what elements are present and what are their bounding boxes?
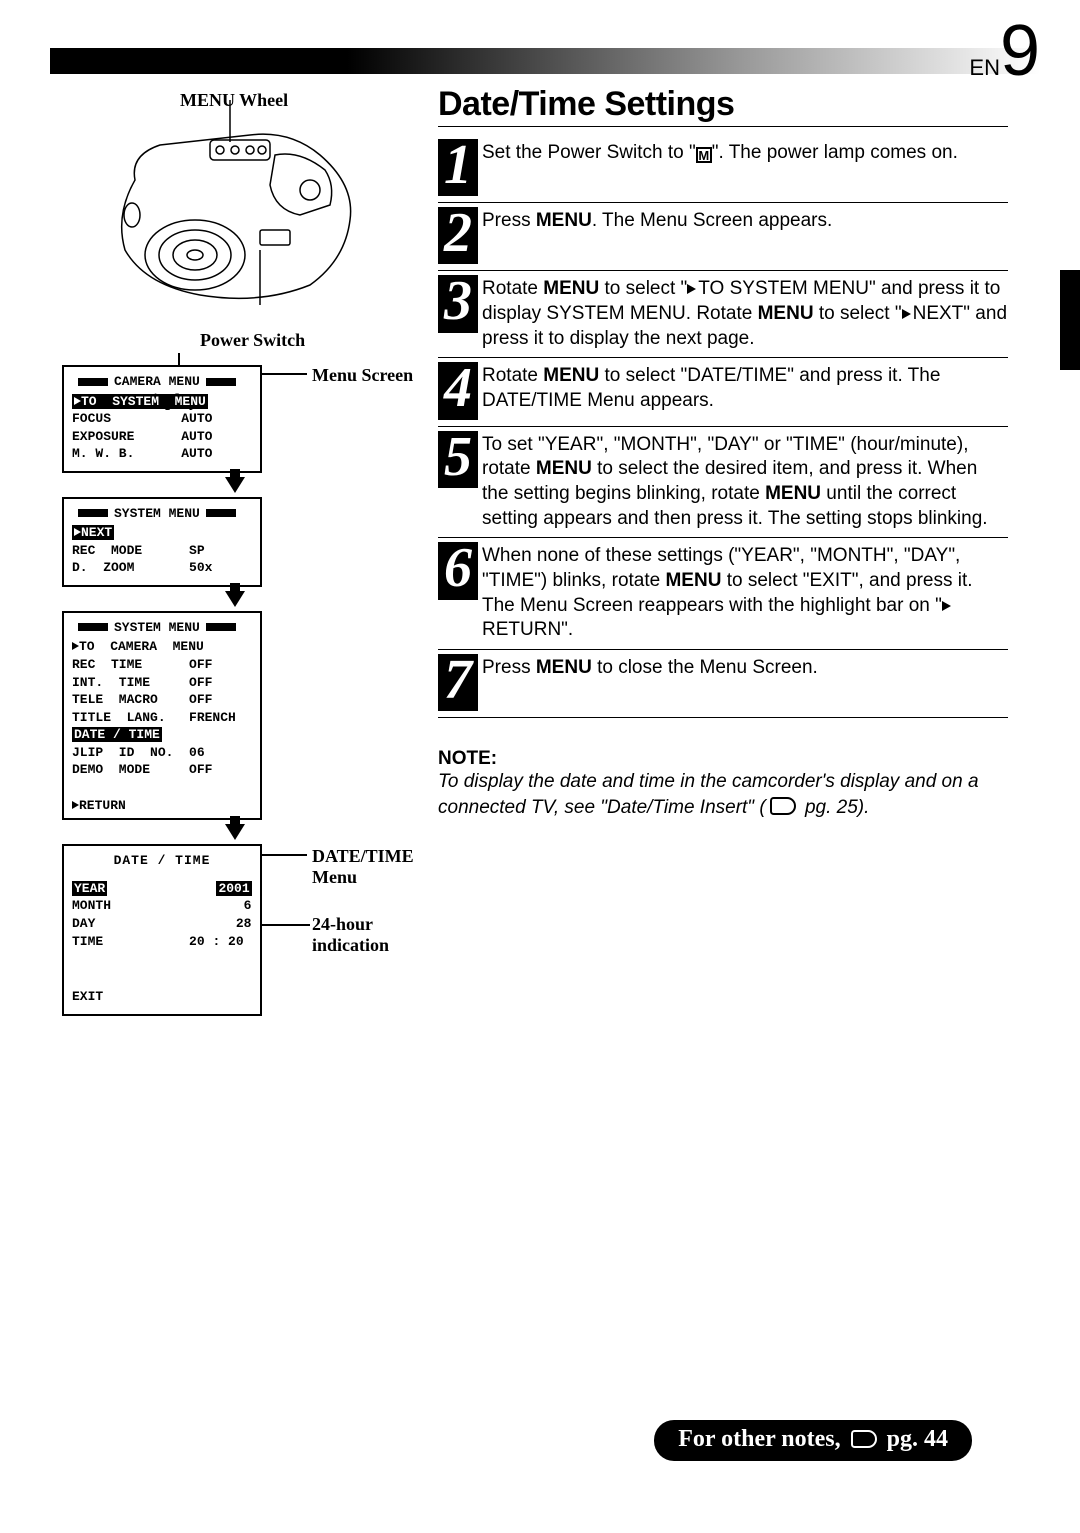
callout-24hour: 24-hour indication bbox=[312, 914, 422, 956]
menu-row: TIME 20 : 20 bbox=[72, 933, 252, 951]
step-number: 1 bbox=[438, 139, 478, 196]
section-title: Date/Time Settings bbox=[438, 85, 1008, 127]
menu-row: REC TIME OFF bbox=[72, 656, 252, 674]
menu-row-hl: NEXT bbox=[72, 524, 252, 542]
step-number: 4 bbox=[438, 362, 478, 419]
header-gradient-bar bbox=[50, 48, 1040, 74]
menu-title-system2: SYSTEM MENU bbox=[72, 619, 242, 637]
menu-box-camera: CAMERA MENU TO SYSTEM MENU FOCUS AUTO EX… bbox=[62, 365, 262, 473]
step-number: 6 bbox=[438, 542, 478, 599]
menu-row: M. W. B. AUTO bbox=[72, 445, 252, 463]
menu-row: INT. TIME OFF bbox=[72, 674, 252, 692]
menu-row: REC MODE SP bbox=[72, 542, 252, 560]
step: 1Set the Power Switch to "M". The power … bbox=[438, 135, 1008, 203]
menu-row: MONTH 6 bbox=[72, 897, 252, 915]
step-text: Rotate MENU to select "TO SYSTEM MENU" a… bbox=[482, 275, 1008, 351]
footer-pill: For other notes, pg. 44 bbox=[654, 1420, 972, 1461]
menu-row: TELE MACRO OFF bbox=[72, 691, 252, 709]
arrow-down-icon bbox=[225, 591, 245, 607]
menu-row: DEMO MODE OFF bbox=[72, 761, 252, 779]
menu-row-hl: TO SYSTEM MENU bbox=[72, 393, 252, 411]
menu-row-return: RETURN bbox=[72, 797, 252, 815]
menu-box-system2: SYSTEM MENU TO CAMERA MENU REC TIME OFF … bbox=[62, 611, 262, 820]
menu-row-hl: DATE / TIME bbox=[72, 726, 252, 744]
step-text: When none of these settings ("YEAR", "MO… bbox=[482, 542, 1008, 643]
step: 7Press MENU to close the Menu Screen. bbox=[438, 650, 1008, 718]
step-text: Press MENU to close the Menu Screen. bbox=[482, 654, 1008, 681]
step-number: 7 bbox=[438, 654, 478, 711]
menu-row-exit: EXIT bbox=[72, 988, 252, 1006]
menu-row: JLIP ID NO. 06 bbox=[72, 744, 252, 762]
menu-row: FOCUS AUTO bbox=[72, 410, 252, 428]
callout-power-switch: Power Switch bbox=[200, 330, 305, 351]
menu-row: DAY 28 bbox=[72, 915, 252, 933]
note-body: To display the date and time in the camc… bbox=[438, 770, 1008, 820]
step: 2Press MENU. The Menu Screen appears. bbox=[438, 203, 1008, 271]
arrow-down-icon bbox=[225, 824, 245, 840]
step-text: Rotate MENU to select "DATE/TIME" and pr… bbox=[482, 362, 1008, 413]
step-number: 2 bbox=[438, 207, 478, 264]
step-number: 5 bbox=[438, 431, 478, 488]
step: 5To set "YEAR", "MONTH", "DAY" or "TIME"… bbox=[438, 427, 1008, 539]
menu-title-system1: SYSTEM MENU bbox=[72, 505, 242, 523]
page-ref-icon bbox=[851, 1430, 877, 1448]
step-text: Set the Power Switch to "M". The power l… bbox=[482, 139, 1008, 166]
right-column: Date/Time Settings 1Set the Power Switch… bbox=[438, 85, 1008, 821]
camera-illustration bbox=[100, 100, 370, 310]
side-tab bbox=[1060, 270, 1080, 370]
steps-list: 1Set the Power Switch to "M". The power … bbox=[438, 135, 1008, 718]
menu-row: TO CAMERA MENU bbox=[72, 638, 252, 656]
menu-box-system1: SYSTEM MENU NEXT REC MODE SP D. ZOOM 50x bbox=[62, 497, 262, 587]
step-number: 3 bbox=[438, 275, 478, 332]
menu-row-hl: YEAR 2001 bbox=[72, 880, 252, 898]
left-column: MENU Wheel bbox=[50, 90, 420, 1016]
menu-title-camera: CAMERA MENU bbox=[72, 373, 242, 391]
callout-datetime-menu: DATE/TIME Menu bbox=[312, 846, 452, 888]
page-num-big: 9 bbox=[1000, 11, 1040, 91]
page-number: EN9 bbox=[969, 30, 1040, 81]
step: 4Rotate MENU to select "DATE/TIME" and p… bbox=[438, 358, 1008, 426]
menu-box-datetime: DATE / TIME YEAR 2001 MONTH 6 DAY 28 TIM… bbox=[62, 844, 262, 1015]
page-lang: EN bbox=[969, 55, 1000, 80]
arrow-down-icon bbox=[225, 477, 245, 493]
step: 6When none of these settings ("YEAR", "M… bbox=[438, 538, 1008, 650]
menu-title-datetime: DATE / TIME bbox=[72, 852, 252, 870]
step-text: To set "YEAR", "MONTH", "DAY" or "TIME" … bbox=[482, 431, 1008, 532]
menu-row: TITLE LANG. FRENCH bbox=[72, 709, 252, 727]
note-heading: NOTE: bbox=[438, 748, 1008, 770]
m-mode-icon: M bbox=[696, 147, 712, 163]
menu-row: D. ZOOM 50x bbox=[72, 559, 252, 577]
menu-row: EXPOSURE AUTO bbox=[72, 428, 252, 446]
callout-menu-screen: Menu Screen bbox=[312, 365, 413, 386]
step-text: Press MENU. The Menu Screen appears. bbox=[482, 207, 1008, 234]
step: 3Rotate MENU to select "TO SYSTEM MENU" … bbox=[438, 271, 1008, 358]
